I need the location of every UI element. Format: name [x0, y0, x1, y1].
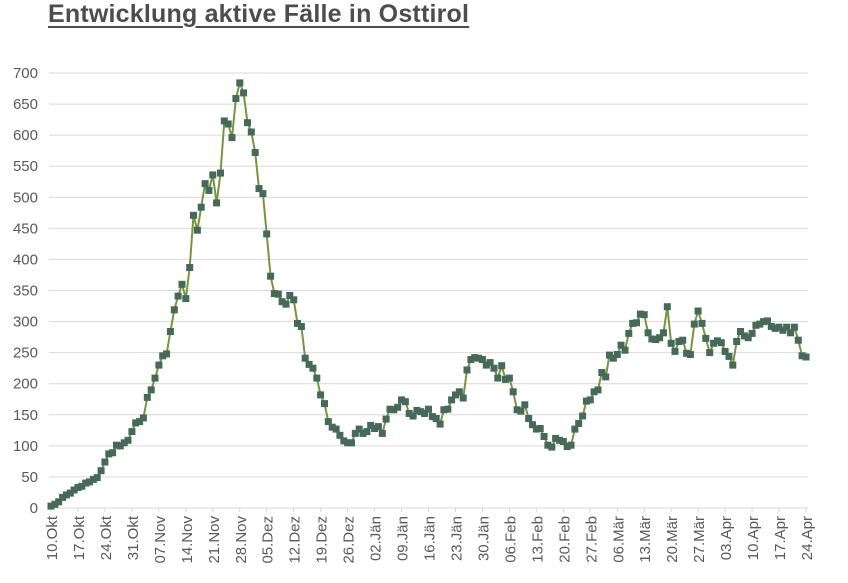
svg-text:17.Apr: 17.Apr [772, 516, 789, 560]
svg-text:24.Okt: 24.Okt [98, 515, 115, 560]
svg-text:100: 100 [13, 438, 38, 455]
svg-text:10.Apr: 10.Apr [745, 516, 762, 560]
svg-text:05.Dez: 05.Dez [260, 516, 277, 564]
svg-text:500: 500 [13, 189, 38, 206]
svg-text:27.Feb: 27.Feb [583, 516, 600, 563]
svg-text:26.Dez: 26.Dez [341, 516, 358, 564]
svg-text:0: 0 [30, 500, 38, 517]
svg-text:21.Nov: 21.Nov [206, 516, 223, 564]
svg-text:19.Dez: 19.Dez [314, 516, 331, 564]
svg-text:600: 600 [13, 127, 38, 144]
svg-text:02.Jän: 02.Jän [368, 516, 385, 561]
svg-text:550: 550 [13, 158, 38, 175]
svg-text:06.Feb: 06.Feb [502, 516, 519, 563]
svg-text:13.Feb: 13.Feb [529, 516, 546, 563]
svg-text:250: 250 [13, 345, 38, 362]
svg-text:13.Mär: 13.Mär [637, 516, 654, 563]
svg-text:50: 50 [21, 469, 38, 486]
svg-text:06.Mär: 06.Mär [610, 516, 627, 563]
svg-text:300: 300 [13, 314, 38, 331]
svg-text:350: 350 [13, 283, 38, 300]
y-axis-labels: 0 50 100 150 200 250 300 350 400 450 500 550 600 650 7… [13, 65, 38, 517]
gridlines [49, 72, 808, 478]
svg-text:23.Jän: 23.Jän [448, 516, 465, 561]
svg-text:24.Apr: 24.Apr [799, 516, 816, 560]
svg-text:200: 200 [13, 376, 38, 393]
x-axis [49, 507, 808, 512]
svg-text:28.Nov: 28.Nov [233, 516, 250, 564]
svg-text:17.Okt: 17.Okt [71, 515, 88, 560]
svg-text:31.Okt: 31.Okt [125, 515, 142, 560]
svg-text:650: 650 [13, 96, 38, 113]
svg-text:07.Nov: 07.Nov [152, 516, 169, 564]
svg-text:16.Jän: 16.Jän [422, 516, 439, 561]
svg-text:09.Jän: 09.Jän [395, 516, 412, 561]
svg-text:20.Feb: 20.Feb [556, 516, 573, 563]
svg-text:700: 700 [13, 65, 38, 82]
svg-text:14.Nov: 14.Nov [179, 516, 196, 564]
svg-text:20.Mär: 20.Mär [664, 516, 681, 563]
series-markers [47, 79, 810, 510]
svg-text:27.Mär: 27.Mär [691, 516, 708, 563]
svg-text:12.Dez: 12.Dez [287, 516, 304, 564]
chart-title: Entwicklung aktive Fälle in Osttirol [48, 0, 470, 28]
svg-text:150: 150 [13, 407, 38, 424]
svg-text:450: 450 [13, 220, 38, 237]
svg-text:400: 400 [13, 251, 38, 268]
x-axis-labels: 10.Okt 17.Okt 24.Okt 31.Okt 07.Nov 14.Nov 21.N… [44, 515, 816, 563]
series-line [50, 81, 807, 508]
svg-text:10.Okt: 10.Okt [44, 515, 61, 560]
svg-text:30.Jän: 30.Jän [475, 516, 492, 561]
svg-text:03.Apr: 03.Apr [718, 516, 735, 560]
